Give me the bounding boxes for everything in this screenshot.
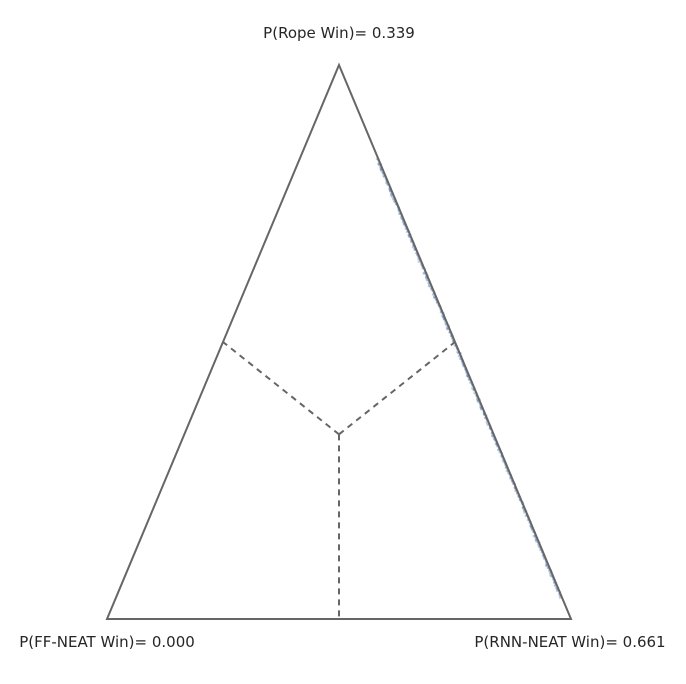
posterior-sample-point xyxy=(390,193,393,197)
posterior-sample-point xyxy=(417,260,421,263)
vertex-label-ff-neat: P(FF-NEAT Win)= 0.000 xyxy=(19,633,195,651)
posterior-sample-point xyxy=(425,278,429,282)
posterior-sample-point xyxy=(544,564,548,567)
region-boundary-left xyxy=(222,341,340,436)
posterior-sample-point xyxy=(411,245,415,249)
vertex-label-rnn-neat: P(RNN-NEAT Win)= 0.661 xyxy=(474,633,665,651)
posterior-samples xyxy=(375,157,562,599)
posterior-sample-point xyxy=(532,534,536,538)
posterior-sample-point xyxy=(535,540,538,543)
posterior-sample-point xyxy=(433,296,436,299)
posterior-sample-point xyxy=(422,271,426,275)
vertex-label-rope: P(Rope Win)= 0.339 xyxy=(263,24,415,42)
posterior-sample-point xyxy=(446,327,449,331)
region-boundary-right xyxy=(338,341,456,436)
posterior-sample-point xyxy=(553,584,557,587)
posterior-sample-point xyxy=(427,284,431,288)
posterior-sample-point xyxy=(390,195,394,198)
posterior-sample-point xyxy=(549,574,552,577)
region-boundaries xyxy=(222,341,456,619)
